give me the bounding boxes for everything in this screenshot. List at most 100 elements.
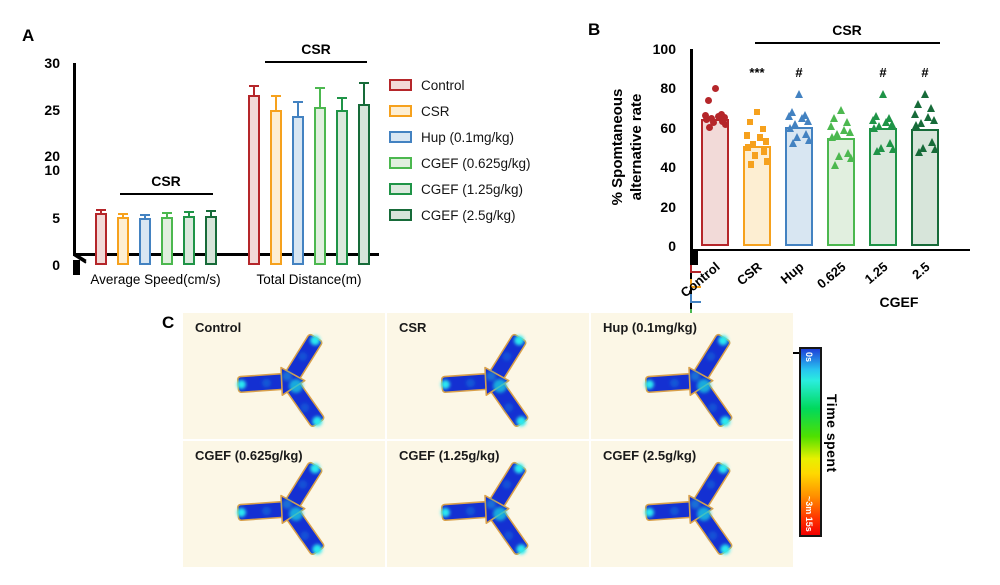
data-point-triangle xyxy=(843,149,852,158)
heatmap-cell: Hup (0.1mg/kg) xyxy=(591,313,793,439)
data-point-square xyxy=(753,108,761,116)
x-group-label: Average Speed(cm/s) xyxy=(90,272,221,287)
data-point-square xyxy=(749,141,757,148)
y-axis-upper-segment xyxy=(73,63,76,154)
panel-b-y-axis-title: % Spomtaneous alternative rate xyxy=(608,47,646,247)
error-bar-stem xyxy=(275,96,277,113)
error-bar-cap xyxy=(162,211,172,214)
y-tick-mark xyxy=(73,267,80,270)
error-bar-cap xyxy=(690,300,701,303)
error-bar-stem xyxy=(188,212,190,219)
data-point-triangle xyxy=(826,121,835,130)
data-point-triangle xyxy=(868,115,877,124)
bar-hup xyxy=(785,126,813,246)
y-tick-label: 100 xyxy=(652,41,676,57)
bar-cgef-0-625g-kg- xyxy=(314,106,326,265)
x-axis-line xyxy=(690,248,970,251)
panel-b-y-axis-title-line1: % Spomtaneous xyxy=(609,88,626,206)
y-maze-container xyxy=(631,327,771,444)
data-point-circle xyxy=(709,119,717,127)
error-bar-cap xyxy=(184,211,194,214)
data-point-triangle xyxy=(918,143,927,152)
data-point-triangle xyxy=(827,132,836,141)
data-point-triangle xyxy=(914,148,923,157)
y-maze-heatmap xyxy=(644,461,733,556)
y-axis-lower-segment xyxy=(73,154,76,253)
y-tick-mark xyxy=(690,253,698,256)
heatmap-cell: Control xyxy=(183,313,385,439)
panel-a-chart: 30 25 20 10 5 0 CSR CSR Average Speed(cm/s) Total… xyxy=(44,41,379,287)
y-tick-mark xyxy=(690,258,698,261)
y-tick-mark xyxy=(73,272,80,275)
y-tick-label: 20 xyxy=(44,148,60,164)
colorbar-title: Time spent xyxy=(824,394,840,473)
data-point-triangle xyxy=(834,152,843,161)
panel-b-label: B xyxy=(588,20,601,39)
y-tick-label: 30 xyxy=(44,55,60,71)
sig-bracket-label: CSR xyxy=(301,41,331,57)
x-tick-mark xyxy=(690,302,692,309)
data-point-triangle xyxy=(885,138,894,147)
data-point-triangle xyxy=(869,123,878,132)
error-bar-cap xyxy=(690,271,701,274)
y-maze-container xyxy=(223,455,363,572)
data-point-square xyxy=(743,132,751,139)
y-tick-mark xyxy=(690,260,698,263)
y-tick-label: 80 xyxy=(660,80,676,97)
colorbar-max-label: ~3m 15s xyxy=(804,496,814,532)
legend-item: Hup (0.1mg/kg) xyxy=(389,124,531,150)
sig-bracket-label: CSR xyxy=(151,173,181,189)
y-maze-container xyxy=(223,327,363,444)
data-point-triangle xyxy=(830,161,839,170)
y-tick-mark xyxy=(690,251,698,254)
data-point-triangle xyxy=(842,117,851,126)
data-point-square xyxy=(760,148,768,155)
data-point-triangle xyxy=(930,145,939,154)
data-point-triangle xyxy=(801,129,810,138)
heatmap-cell-label: CGEF (2.5g/kg) xyxy=(603,448,697,463)
legend-swatch xyxy=(389,209,412,221)
bar-csr xyxy=(270,109,282,265)
y-tick-label: 0 xyxy=(52,257,60,273)
legend-swatch xyxy=(389,105,412,117)
panel-b-chart: 0 20 40 60 80 100 Control *** CSR # Hup 0.625 #1.25 #… xyxy=(653,22,970,354)
heatmap-cell-label: Hup (0.1mg/kg) xyxy=(603,320,697,335)
error-bar-cap xyxy=(96,209,106,212)
bar-cgef-1-25g-kg- xyxy=(336,110,348,265)
data-point-circle xyxy=(705,124,713,132)
legend-item: CGEF (0.625g/kg) xyxy=(389,150,531,176)
bar-cgef-2-5g-kg- xyxy=(205,215,217,265)
data-point-triangle xyxy=(803,116,812,125)
x-tick-mark xyxy=(690,273,692,280)
y-maze-heatmap xyxy=(440,333,529,428)
data-point-circle xyxy=(707,115,715,123)
error-bar-stem xyxy=(297,102,299,119)
y-maze-heatmap xyxy=(236,333,325,428)
error-bar-stem xyxy=(690,294,692,301)
data-point-triangle xyxy=(913,100,922,109)
data-point-triangle xyxy=(920,90,929,99)
legend-item: Control xyxy=(389,72,531,98)
data-point-triangle xyxy=(846,154,855,163)
data-point-triangle xyxy=(927,137,936,146)
error-bar-stem xyxy=(363,83,365,107)
error-bar-cap xyxy=(249,85,259,88)
heatmap-cell: CSR xyxy=(387,313,589,439)
y-tick-label: 10 xyxy=(44,162,60,178)
x-axis-line xyxy=(73,253,379,256)
sig-bracket-line xyxy=(120,193,213,196)
bar-cgef-1-25g-kg- xyxy=(183,215,195,265)
data-point-triangle xyxy=(874,121,883,130)
legend-swatch xyxy=(389,79,412,91)
data-point-circle xyxy=(714,113,722,121)
y-tick-label: 25 xyxy=(44,101,60,118)
legend-item-label: Control xyxy=(421,77,465,93)
legend-item-label: CGEF (1.25g/kg) xyxy=(421,181,524,197)
data-point-triangle xyxy=(832,129,841,138)
error-bar-cap xyxy=(140,213,150,216)
data-point-triangle xyxy=(926,104,935,113)
data-point-triangle xyxy=(878,90,887,99)
heatmap-cell-label: CGEF (1.25g/kg) xyxy=(399,448,500,463)
data-point-square xyxy=(744,144,752,151)
